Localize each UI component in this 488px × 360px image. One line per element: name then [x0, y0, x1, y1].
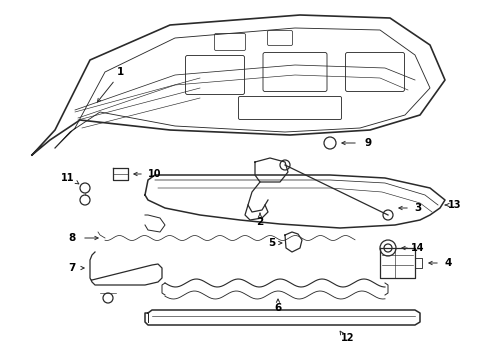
Text: 11: 11: [61, 173, 75, 183]
Text: 12: 12: [341, 333, 354, 343]
Text: 9: 9: [364, 138, 371, 148]
Text: 14: 14: [410, 243, 424, 253]
Text: 8: 8: [68, 233, 76, 243]
Text: 6: 6: [274, 303, 281, 313]
Text: 10: 10: [148, 169, 162, 179]
Text: 13: 13: [447, 200, 461, 210]
Text: 1: 1: [116, 67, 123, 77]
Text: 5: 5: [268, 238, 275, 248]
Text: 3: 3: [413, 203, 421, 213]
Text: 2: 2: [256, 217, 263, 227]
Text: 7: 7: [68, 263, 76, 273]
Text: 4: 4: [444, 258, 451, 268]
